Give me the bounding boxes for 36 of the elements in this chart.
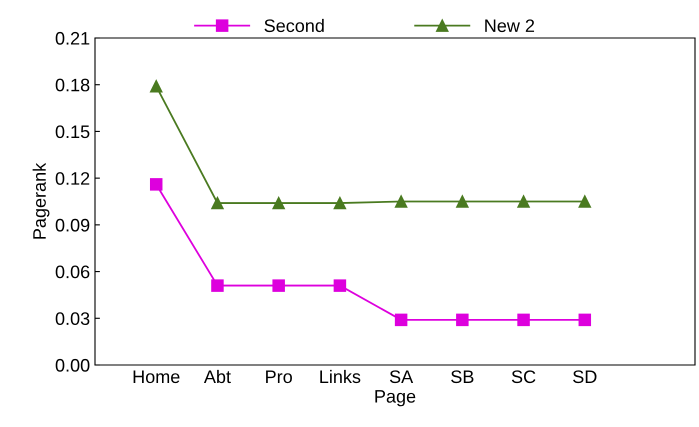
point <box>211 196 224 210</box>
point <box>517 314 530 326</box>
x-tick-label: SB <box>451 370 474 384</box>
x-tick-label: Pro <box>266 370 292 384</box>
point <box>456 314 469 326</box>
legend-label: Second <box>264 18 324 32</box>
point <box>334 279 346 292</box>
y-tick-label: 0.15 <box>56 125 90 138</box>
point <box>578 314 592 326</box>
point <box>517 195 530 208</box>
y-tick-label: 0.03 <box>56 312 90 326</box>
point <box>334 196 346 210</box>
y-tick-label: 0.12 <box>56 172 90 185</box>
point <box>211 279 224 292</box>
x-tick-label: SC <box>512 370 536 384</box>
x-axis-title: Page <box>375 390 416 406</box>
y-tick-label: 0.06 <box>56 266 90 278</box>
y-tick-label: 0.00 <box>56 358 90 372</box>
x-tick-label: Links <box>320 370 360 384</box>
point <box>272 196 285 210</box>
point <box>394 314 408 326</box>
y-tick-label: 0.18 <box>56 78 90 92</box>
point <box>272 279 285 292</box>
point <box>394 195 408 208</box>
x-tick-label: Home <box>134 370 180 384</box>
y-axis-title: Pagerank <box>32 162 50 239</box>
point <box>578 195 592 208</box>
x-tick-label: SD <box>573 370 596 384</box>
point <box>150 80 162 93</box>
x-tick-label: Abt <box>204 370 231 384</box>
point <box>456 195 469 208</box>
x-tick-label: SA <box>390 370 414 384</box>
legend-label: New 2 <box>485 19 534 32</box>
y-tick-label: 0.09 <box>56 218 90 232</box>
point <box>150 178 162 191</box>
y-tick-label: 0.21 <box>56 32 90 45</box>
